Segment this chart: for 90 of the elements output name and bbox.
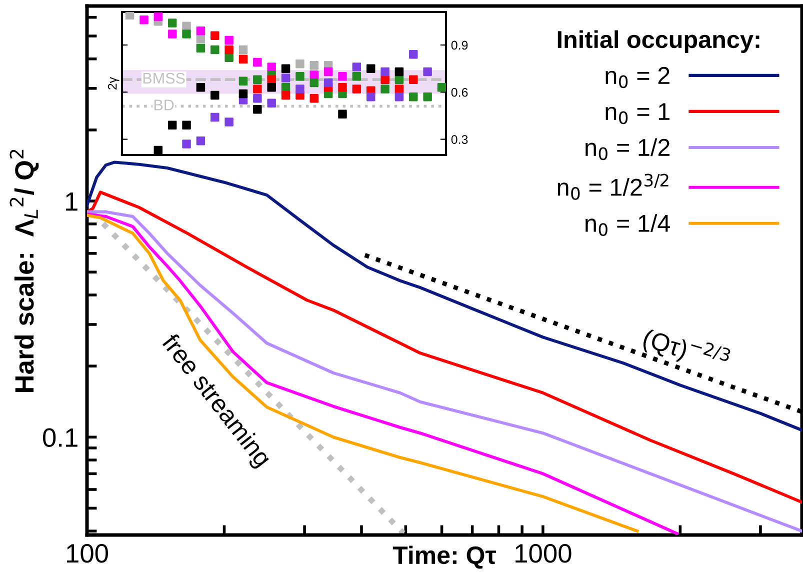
- point: [210, 112, 220, 122]
- x-axis-title: Time: Qτ: [392, 546, 496, 569]
- point: [352, 84, 362, 94]
- point: [224, 118, 234, 126]
- y-axis-title: Hard scale: Λ$_{L}$$^{2}$/ Q$^{2}$: [10, 150, 39, 392]
- x-tick-label: 100: [67, 544, 108, 563]
- point: [253, 84, 262, 94]
- point: [267, 62, 276, 72]
- point: [168, 120, 177, 130]
- legend-label: n$_{0}$ = 1/2$^{3/2}$: [558, 174, 668, 200]
- point: [281, 83, 290, 92]
- point: [196, 83, 206, 92]
- y-tick-label: 0.6: [451, 88, 468, 97]
- point: [352, 72, 362, 81]
- point: [380, 75, 390, 84]
- point: [310, 78, 318, 88]
- annotation: (Qτ)$^{−2/3}$: [640, 324, 732, 376]
- point: [267, 83, 276, 92]
- point: [168, 30, 177, 38]
- point: [154, 12, 163, 22]
- point: [380, 84, 390, 94]
- point: [224, 36, 234, 45]
- point: [125, 12, 134, 20]
- point: [324, 67, 333, 76]
- legend-title: Initial occupancy:: [558, 30, 760, 53]
- point: [168, 18, 177, 28]
- point: [296, 72, 304, 81]
- point: [409, 50, 418, 59]
- point: [338, 72, 347, 81]
- point: [267, 75, 276, 84]
- point: [281, 64, 290, 73]
- ref-line-label: BMSS: [143, 72, 185, 84]
- point: [409, 92, 418, 102]
- point: [224, 45, 234, 54]
- point: [196, 136, 206, 146]
- legend-label: n$_{0}$ = 1/2: [586, 138, 670, 160]
- y-axis-title: 2γ: [108, 76, 120, 90]
- point: [238, 89, 248, 98]
- point: [253, 75, 262, 84]
- point: [324, 78, 333, 88]
- y-tick-label: 0.3: [451, 135, 468, 144]
- point: [210, 90, 220, 100]
- point: [182, 140, 191, 148]
- point: [196, 44, 206, 53]
- point: [310, 70, 318, 80]
- point: [182, 30, 191, 38]
- point: [338, 110, 347, 119]
- point: [182, 120, 191, 130]
- ref-line-label: BD: [154, 100, 174, 110]
- point: [267, 98, 276, 108]
- point: [394, 75, 404, 84]
- point: [238, 45, 248, 54]
- point: [224, 53, 234, 62]
- x-tick-label: 1000: [516, 544, 572, 563]
- point: [253, 58, 262, 67]
- point: [238, 54, 248, 64]
- point: [437, 83, 446, 92]
- legend-label: n$_{0}$ = 2: [606, 66, 670, 88]
- point: [296, 59, 304, 68]
- point: [253, 105, 262, 114]
- point: [352, 62, 362, 72]
- point: [366, 64, 376, 73]
- point: [196, 26, 206, 36]
- point: [154, 146, 163, 155]
- point: [394, 92, 404, 102]
- y-tick-label: 1: [66, 192, 78, 211]
- y-tick-label: 0.1: [43, 428, 78, 447]
- point: [394, 67, 404, 76]
- point: [310, 94, 318, 103]
- y-tick-label: 0.9: [451, 40, 468, 50]
- point: [253, 94, 262, 103]
- point: [423, 92, 432, 102]
- point: [140, 15, 148, 24]
- point: [196, 34, 206, 44]
- point: [310, 61, 318, 70]
- point: [366, 92, 376, 102]
- point: [296, 84, 304, 94]
- point: [423, 67, 432, 76]
- legend-label: n$_{0}$ = 1: [606, 103, 670, 124]
- point: [380, 67, 390, 76]
- point: [338, 83, 347, 92]
- point: [238, 76, 248, 86]
- point: [210, 45, 220, 54]
- point: [182, 22, 191, 31]
- legend-label: n$_{0}$ = 1/4: [586, 214, 670, 236]
- point: [281, 74, 290, 82]
- point: [394, 84, 404, 94]
- point: [409, 75, 418, 84]
- point: [210, 31, 220, 40]
- point: [281, 90, 290, 100]
